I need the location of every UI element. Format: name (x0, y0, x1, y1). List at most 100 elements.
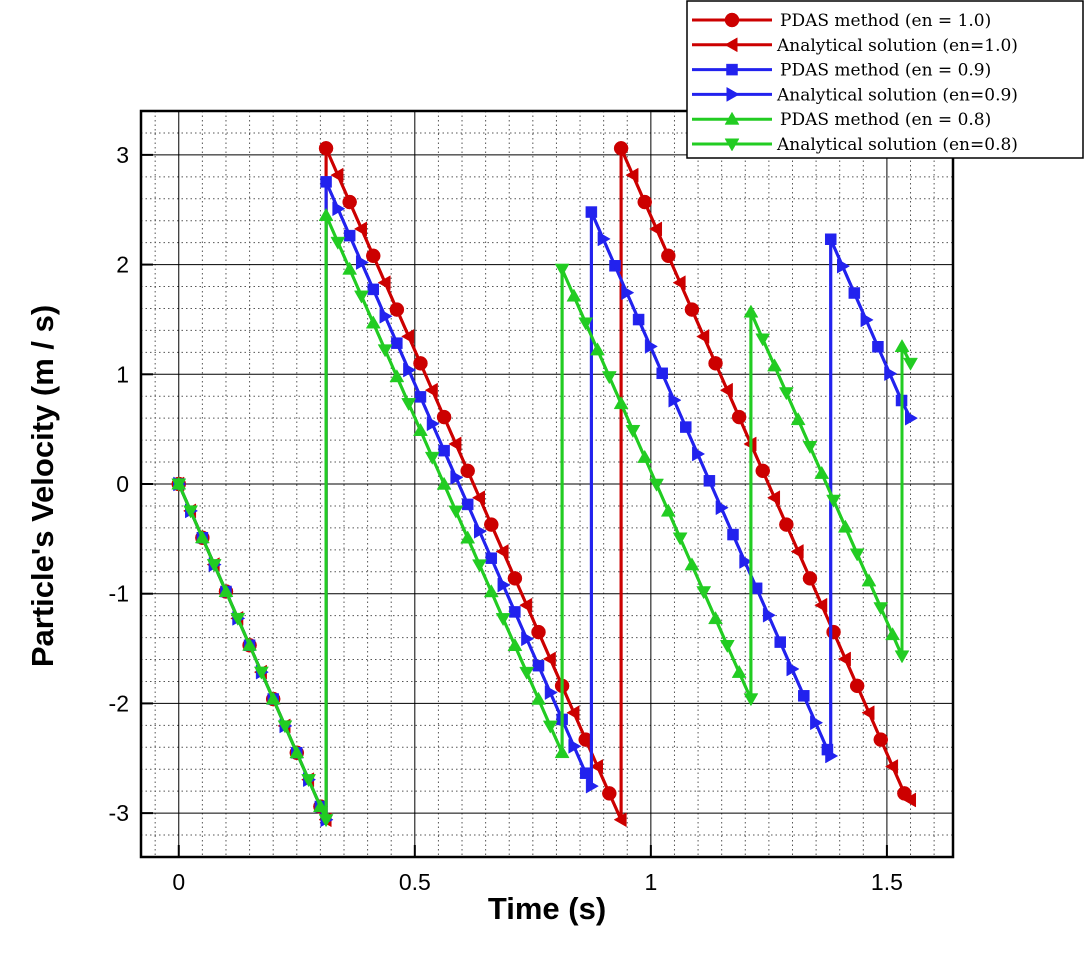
data-point (495, 613, 511, 627)
data-point (171, 478, 187, 492)
data-point (472, 559, 487, 573)
data-point (568, 738, 582, 754)
y-tick-label: -3 (109, 800, 129, 826)
data-point (837, 651, 851, 667)
data-point (330, 236, 346, 250)
data-point (755, 333, 771, 347)
y-tick-label: 3 (116, 142, 129, 168)
data-point (625, 424, 641, 438)
data-point (379, 308, 393, 324)
data-point (301, 774, 317, 788)
data-point (625, 167, 639, 183)
data-point (649, 478, 664, 492)
data-point (253, 666, 269, 680)
legend-marker (724, 12, 740, 28)
data-point (471, 490, 485, 506)
data-point (715, 500, 729, 516)
data-point (778, 387, 794, 401)
data-point (519, 597, 533, 613)
legend-label: Analytical solution (en=0.9) (776, 85, 1018, 105)
legend-label: PDAS method (en = 0.8) (780, 110, 991, 130)
legend-marker (724, 37, 738, 53)
data-point (621, 285, 635, 301)
data-point (183, 505, 199, 519)
data-point (762, 607, 776, 623)
data-point (448, 436, 462, 452)
data-point (495, 544, 509, 559)
series-layer (171, 141, 919, 828)
data-point (497, 577, 511, 593)
data-point (403, 362, 417, 378)
data-point (719, 382, 733, 398)
legend-label: PDAS method (en = 1.0) (780, 11, 991, 31)
legend-marker (726, 86, 740, 102)
data-point (450, 470, 464, 485)
data-point (377, 275, 391, 291)
y-tick-label: 1 (116, 361, 129, 387)
data-point (401, 398, 417, 412)
data-point (739, 554, 753, 569)
data-point (448, 505, 464, 519)
data-point (802, 440, 818, 454)
legend-label: PDAS method (en = 0.9) (780, 61, 991, 81)
data-point (668, 392, 682, 408)
data-point (353, 221, 367, 237)
data-point (230, 612, 246, 626)
x-axis-title: Time (s) (488, 891, 606, 926)
data-point (355, 255, 369, 270)
y-tick-label: 0 (116, 471, 129, 497)
data-point (825, 748, 839, 764)
data-point (786, 661, 800, 677)
legend-box (686, 0, 1084, 159)
data-point (894, 650, 910, 664)
data-point (613, 812, 627, 828)
x-tick-label: 0.5 (399, 869, 431, 895)
data-point (566, 705, 580, 721)
data-point (519, 666, 535, 680)
data-point (542, 720, 558, 734)
data-point (601, 371, 617, 385)
data-point (873, 602, 889, 616)
series-6 (171, 213, 918, 828)
legend-label: Analytical solution (en=1.0) (776, 36, 1018, 56)
data-point (692, 446, 706, 462)
data-point (554, 263, 570, 277)
data-point (672, 275, 686, 291)
data-point (354, 290, 369, 304)
data-point (206, 559, 222, 573)
data-point (837, 258, 851, 274)
data-point (590, 759, 604, 774)
data-point (861, 705, 875, 721)
data-point (849, 548, 865, 562)
data-point (767, 490, 781, 506)
data-point (332, 201, 346, 217)
data-point (377, 344, 393, 358)
y-axis-title: Particle's Velocity (m / s) (25, 305, 60, 667)
data-point (860, 312, 874, 328)
y-tick-label: -2 (109, 690, 129, 716)
data-point (597, 231, 611, 247)
data-point (473, 523, 487, 539)
data-point (649, 221, 663, 237)
legend-marker (724, 138, 740, 152)
x-tick-label: 1 (644, 869, 657, 895)
data-point (790, 544, 804, 559)
y-tick-label: 2 (116, 252, 129, 278)
x-tick-label: 0 (172, 869, 185, 895)
data-point (719, 639, 735, 653)
legend-marker (726, 63, 738, 76)
data-point (424, 451, 440, 465)
data-point (696, 586, 712, 600)
data-point (885, 759, 899, 774)
data-point (542, 651, 556, 667)
data-point (903, 357, 918, 371)
y-tick-label: -1 (109, 581, 129, 607)
tick-labels: 0 0.5 1 1.5 -3 -2 -1 0 1 2 3 (109, 142, 903, 895)
legend: PDAS method (en = 1.0) Analytical solutio… (686, 0, 1084, 159)
data-point (743, 693, 759, 707)
data-point (277, 720, 293, 734)
data-point (696, 329, 710, 344)
data-point (401, 329, 415, 344)
data-point (521, 631, 535, 647)
series-line (177, 213, 912, 822)
